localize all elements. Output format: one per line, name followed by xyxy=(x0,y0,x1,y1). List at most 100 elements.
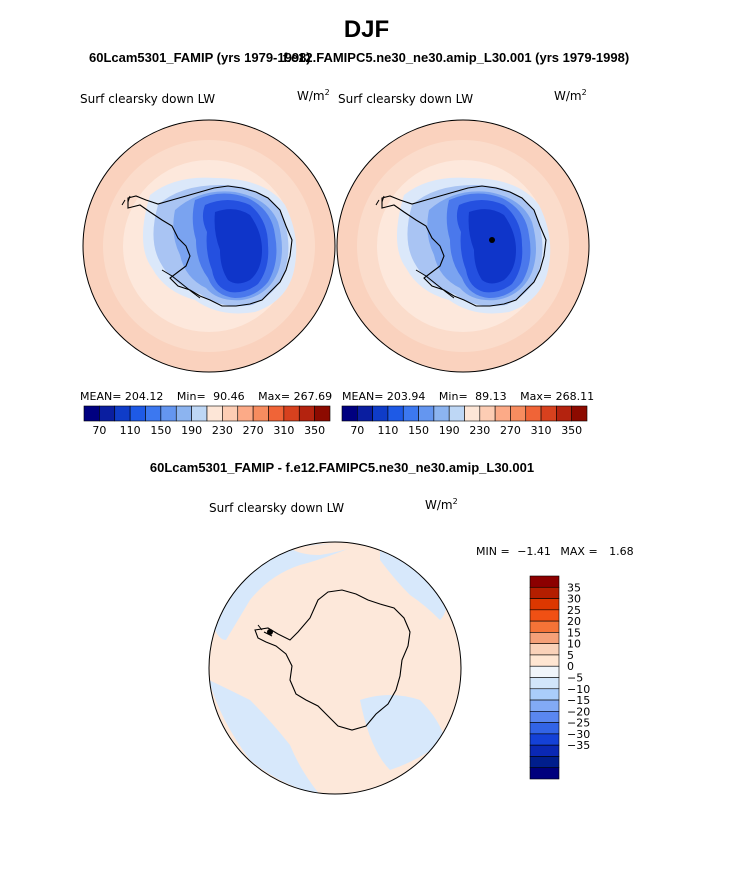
left-colorbar-swatch xyxy=(298,405,315,422)
left-colorbar-swatch xyxy=(222,405,239,422)
left-colorbar-swatch xyxy=(145,405,162,422)
left-colorbar-swatch xyxy=(191,405,208,422)
left-colorbar-swatch xyxy=(252,405,269,422)
right-colorbar-swatch xyxy=(510,405,527,422)
left-colorbar-swatch xyxy=(114,405,131,422)
right-colorbar-swatch xyxy=(556,405,572,422)
diff-max-label: MAX = xyxy=(560,545,598,558)
ross-ice-coast xyxy=(161,269,201,299)
left-colorbar-swatch xyxy=(314,405,331,422)
right-colorbar-swatch xyxy=(418,405,435,422)
diff-colorbar-tick-label: −15 xyxy=(567,694,590,707)
left-mean-label: MEAN= xyxy=(80,390,122,403)
right-colorbar-swatch xyxy=(357,405,373,422)
diff-colorbar-tick-label: 15 xyxy=(567,626,581,639)
right-colorbar-swatch xyxy=(479,405,496,422)
left-colorbar-tick-label: 270 xyxy=(243,424,264,437)
right-min-label: Min= xyxy=(438,390,468,403)
diff-negative-region-se xyxy=(360,695,445,770)
left-colorbar-swatch xyxy=(206,405,223,422)
diff-colorbar-tick-label: 10 xyxy=(567,638,581,651)
right-mean-value: 203.94 xyxy=(386,390,426,403)
right-colorbar-swatch xyxy=(571,405,588,422)
difference-title: 60Lcam5301_FAMIP - f.e12.FAMIPC5.ne30_ne… xyxy=(149,460,535,475)
right-colorbar: 70 110 150 190 230 270 310 350 xyxy=(341,405,588,437)
right-map-border xyxy=(336,119,590,373)
left-colorbar-tick-label: 190 xyxy=(181,424,202,437)
diff-colorbar-swatch xyxy=(529,767,560,780)
left-map-border xyxy=(82,119,336,373)
right-colorbar-swatch xyxy=(433,405,450,422)
diff-colorbar-tick-label: 5 xyxy=(567,649,574,662)
left-colorbar-tick-label: 310 xyxy=(273,424,294,437)
diff-colorbar-swatch xyxy=(529,620,560,633)
left-colorbar-swatch xyxy=(83,405,100,422)
diff-negative-region-ne xyxy=(380,545,447,620)
left-max-value: 267.69 xyxy=(293,390,333,403)
right-colorbar-swatch xyxy=(402,405,419,422)
diff-units-exponent: 2 xyxy=(452,497,458,506)
left-colorbar-swatch xyxy=(160,405,177,422)
right-colorbar-swatch xyxy=(464,405,481,422)
diff-colorbar-swatch xyxy=(529,586,560,599)
left-polar-map xyxy=(83,120,335,372)
diff-min-label: MIN = xyxy=(476,545,510,558)
diff-colorbar-tick-label: −30 xyxy=(567,728,590,741)
right-min-value: 89.13 xyxy=(475,390,507,403)
right-colorbar-swatch xyxy=(540,405,557,422)
diff-colorbar-swatch xyxy=(529,699,560,712)
left-colorbar-swatch xyxy=(237,405,254,422)
diff-positive-patch xyxy=(290,544,360,555)
peninsula-tip-marker xyxy=(267,629,273,635)
diff-colorbar-tick-label: 35 xyxy=(567,581,581,594)
right-colorbar-tick-label: 230 xyxy=(469,424,490,437)
ice-contour-5 xyxy=(468,209,516,284)
left-colorbar-swatch xyxy=(99,405,116,422)
diff-colorbar-swatch xyxy=(529,632,560,644)
diff-colorbar-swatch xyxy=(529,756,560,769)
diff-colorbar-swatch xyxy=(529,643,560,656)
difference-polar-map xyxy=(209,542,461,794)
diff-negative-region-sw xyxy=(209,680,320,794)
left-colorbar-swatch xyxy=(129,405,146,422)
right-panel-variable-label: Surf clearsky down LW xyxy=(338,92,474,106)
left-panel-stats: MEAN= 204.12 Min= 90.46 Max= 267.69 xyxy=(80,390,332,403)
diff-colorbar-swatch xyxy=(529,609,560,622)
right-colorbar-tick-label: 270 xyxy=(500,424,521,437)
diff-panel-variable-label: Surf clearsky down LW xyxy=(209,501,345,515)
left-panel-units: W/m2 xyxy=(297,88,330,103)
right-colorbar-tick-label: 350 xyxy=(561,424,582,437)
right-panel-units: W/m2 xyxy=(554,88,587,103)
left-colorbar-tick-label: 230 xyxy=(212,424,233,437)
right-panel-case-title: f.e12.FAMIPC5.ne30_ne30.amip_L30.001 (yr… xyxy=(283,50,630,65)
left-min-label: Min= xyxy=(176,390,206,403)
left-units-exponent: 2 xyxy=(324,88,330,97)
ice-dome-marker xyxy=(489,237,495,243)
right-colorbar-swatch xyxy=(448,405,465,422)
diff-colorbar-tick-label: −5 xyxy=(567,672,583,685)
diff-colorbar-swatch xyxy=(529,598,560,611)
diff-min-value: −1.41 xyxy=(517,545,551,558)
diff-units-base: W/m xyxy=(425,498,453,512)
left-colorbar: 70 110 150 190 230 270 310 350 xyxy=(83,405,331,437)
right-max-label: Max= xyxy=(520,390,553,403)
diff-colorbar-swatch xyxy=(529,654,560,667)
right-colorbar-swatch xyxy=(387,405,404,422)
diff-max-value: 1.68 xyxy=(609,545,634,558)
left-colorbar-swatch xyxy=(268,405,285,422)
right-panel-stats: MEAN= 203.94 Min= 89.13 Max= 268.11 xyxy=(342,390,594,403)
diff-colorbar-swatch xyxy=(529,744,560,757)
diff-colorbar-tick-label: −25 xyxy=(567,717,590,730)
figure-title: DJF xyxy=(343,16,390,43)
right-colorbar-tick-label: 190 xyxy=(439,424,460,437)
left-colorbar-tick-label: 70 xyxy=(92,424,106,437)
diff-colorbar-tick-label: −35 xyxy=(567,739,590,752)
left-min-value: 90.46 xyxy=(213,390,245,403)
right-colorbar-swatch xyxy=(494,405,511,422)
left-colorbar-swatch xyxy=(175,405,192,422)
diff-colorbar-swatch xyxy=(529,711,560,723)
diff-panel-units: W/m2 xyxy=(425,497,458,512)
diff-min-max: MIN = −1.41 MAX = 1.68 xyxy=(476,545,634,558)
